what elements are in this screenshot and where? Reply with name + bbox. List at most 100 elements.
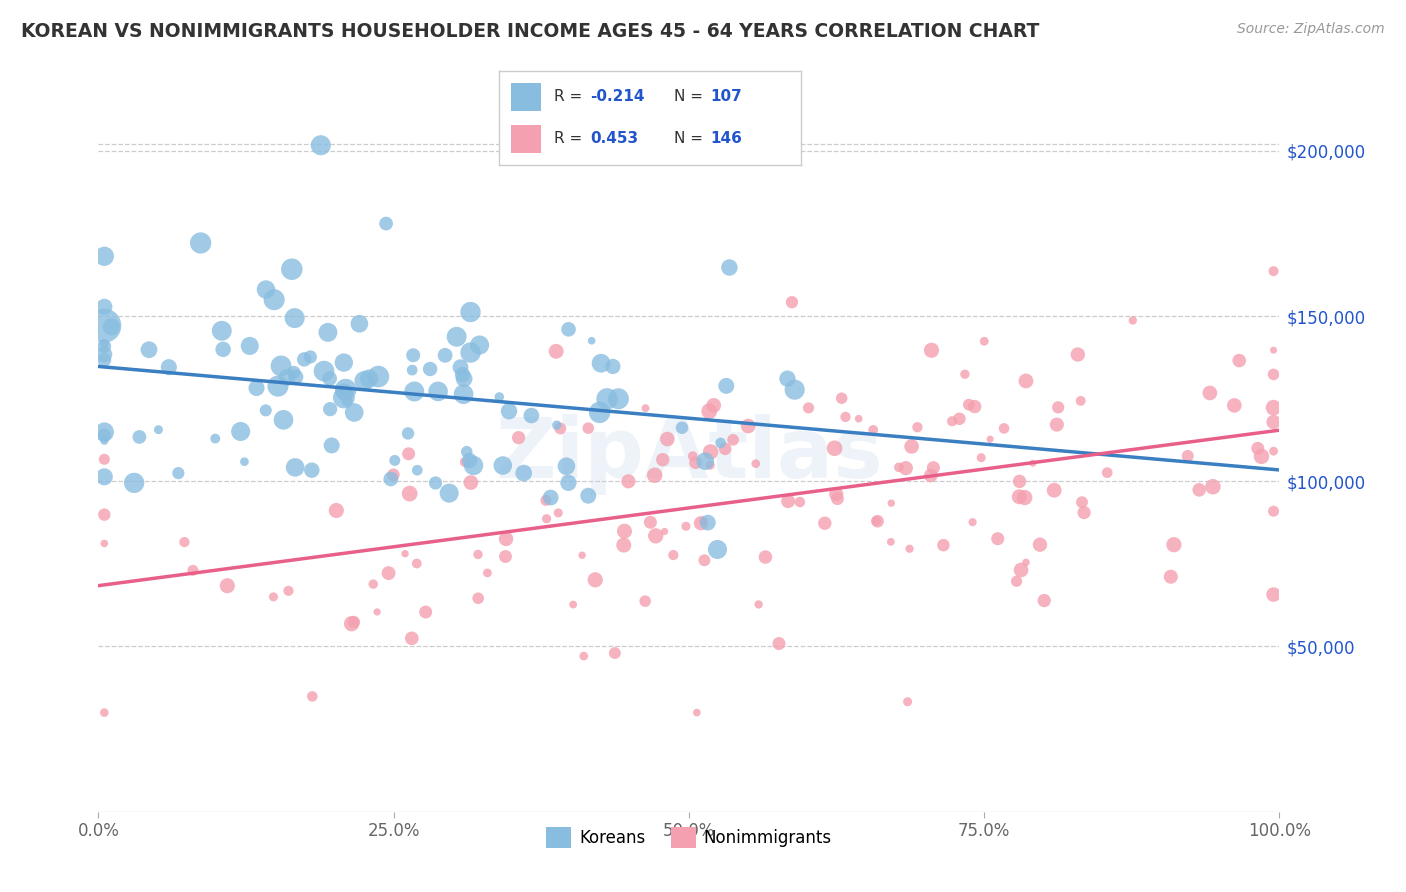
Point — [396, 426, 419, 441]
Point — [907, 420, 929, 434]
Point — [375, 217, 398, 231]
Point — [402, 348, 425, 362]
Point — [93, 452, 115, 467]
Point — [454, 455, 477, 469]
Point — [571, 548, 593, 562]
Point — [789, 495, 811, 509]
Text: -0.214: -0.214 — [591, 89, 644, 104]
Point — [778, 494, 800, 508]
Point — [692, 514, 714, 528]
Point — [953, 368, 976, 382]
Point — [634, 594, 657, 608]
Point — [900, 440, 922, 454]
Point — [380, 472, 402, 486]
Point — [824, 442, 846, 456]
Point — [880, 535, 903, 549]
Point — [284, 460, 307, 475]
Point — [1263, 444, 1285, 458]
Point — [359, 371, 381, 385]
Point — [1263, 343, 1285, 358]
Point — [675, 519, 697, 533]
Point — [699, 445, 721, 459]
Point — [453, 387, 475, 401]
Point — [1014, 491, 1036, 505]
Point — [682, 449, 704, 463]
Point — [922, 460, 945, 475]
Point — [880, 496, 903, 510]
Point — [776, 371, 799, 385]
Point — [1010, 563, 1032, 577]
Point — [367, 369, 389, 384]
Point — [277, 583, 299, 598]
Point — [718, 260, 741, 275]
Point — [1095, 466, 1118, 480]
Point — [613, 524, 636, 538]
Bar — [512, 125, 541, 153]
Point — [887, 460, 910, 475]
Point — [263, 293, 285, 307]
Point — [634, 401, 657, 416]
Point — [1163, 538, 1185, 552]
Point — [557, 475, 579, 490]
Point — [1188, 483, 1211, 497]
Point — [299, 350, 322, 364]
Point — [460, 305, 482, 319]
Point — [122, 475, 145, 490]
Point — [93, 508, 115, 522]
Point — [460, 345, 482, 359]
Point — [1227, 353, 1250, 368]
Point — [1263, 588, 1285, 602]
Point — [866, 514, 889, 528]
Point — [309, 138, 332, 153]
Point — [540, 491, 562, 505]
Point — [508, 431, 530, 445]
Point — [536, 512, 558, 526]
Point — [973, 334, 995, 349]
Point — [394, 547, 416, 561]
Point — [498, 404, 520, 418]
Point — [583, 573, 606, 587]
Point — [699, 458, 721, 472]
Point — [780, 295, 803, 310]
Point — [1033, 593, 1056, 607]
Point — [93, 428, 115, 442]
Point — [613, 538, 636, 552]
Point — [157, 360, 180, 375]
Point — [697, 404, 720, 418]
Point — [512, 466, 534, 480]
Point — [921, 343, 943, 358]
Point — [415, 605, 437, 619]
Point — [987, 532, 1010, 546]
Point — [1122, 313, 1144, 327]
Point — [93, 347, 115, 361]
Point — [1067, 347, 1090, 361]
Point — [262, 590, 284, 604]
Point — [1008, 475, 1031, 489]
Point — [382, 467, 405, 482]
Point — [572, 649, 595, 664]
Point — [460, 475, 482, 490]
Point — [349, 317, 371, 331]
Point — [437, 486, 460, 500]
Point — [181, 563, 204, 577]
Point — [254, 403, 277, 417]
Point — [427, 384, 450, 399]
Point — [591, 356, 613, 370]
Point — [292, 352, 315, 367]
Point — [546, 344, 568, 359]
Point — [1263, 368, 1285, 382]
Point — [797, 401, 820, 415]
Point — [284, 311, 307, 326]
Point — [754, 549, 776, 564]
Point — [93, 336, 115, 351]
Point — [361, 577, 384, 591]
Point — [325, 503, 347, 517]
Point — [920, 468, 942, 483]
Point — [898, 541, 921, 556]
Point — [267, 379, 290, 393]
Point — [173, 535, 195, 549]
Text: ZipAtlas: ZipAtlas — [495, 415, 883, 495]
Point — [640, 516, 662, 530]
Point — [607, 392, 630, 406]
Point — [1008, 490, 1031, 504]
